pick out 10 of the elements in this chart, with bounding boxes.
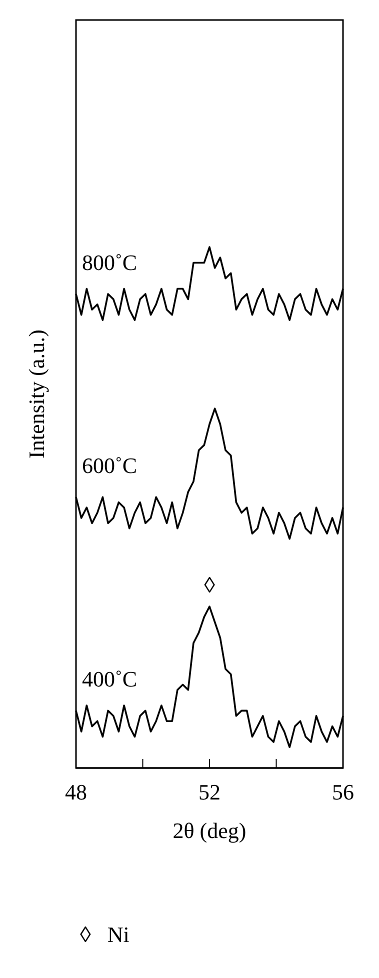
series-label: 600˚C: [82, 453, 137, 478]
x-tick-label: 56: [332, 780, 354, 805]
annotation: ◊: [204, 572, 216, 598]
x-axis-title: 2θ (deg): [172, 818, 246, 843]
text: ◊ Ni: [80, 922, 130, 947]
x-tick-label: 48: [65, 780, 87, 805]
series-label: 400˚C: [82, 666, 137, 692]
x-tick-label: 52: [198, 780, 220, 805]
series-label: 800˚C: [82, 250, 137, 275]
y-axis-title: Intensity (a.u.): [24, 330, 49, 458]
